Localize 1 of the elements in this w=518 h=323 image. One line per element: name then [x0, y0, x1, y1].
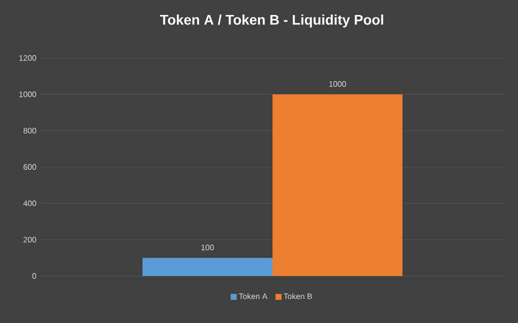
- chart-title: Token A / Token B - Liquidity Pool: [160, 14, 384, 28]
